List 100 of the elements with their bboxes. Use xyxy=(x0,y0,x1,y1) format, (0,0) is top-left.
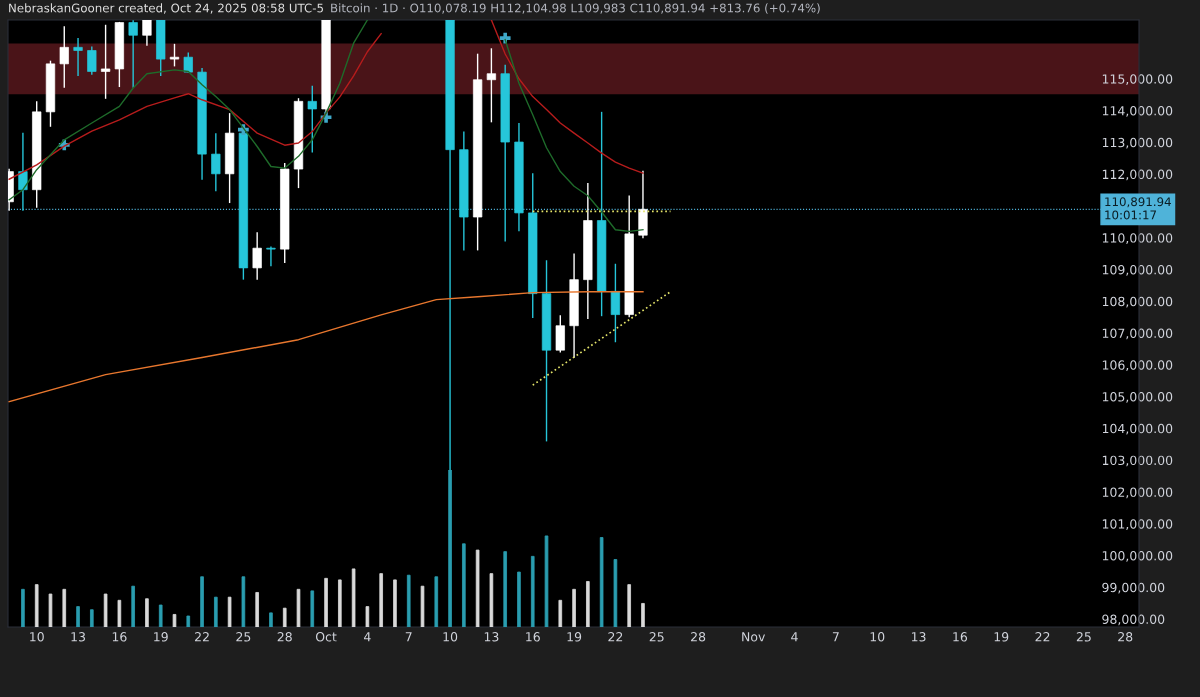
y-tick-label: 114,000.00 xyxy=(1102,106,1173,117)
bar xyxy=(227,596,232,627)
x-tick-label: 22 xyxy=(1035,632,1050,642)
candlestick xyxy=(169,43,180,68)
y-tick-label: 109,000.00 xyxy=(1102,264,1173,276)
bar xyxy=(324,577,328,627)
x-tick-label: 4 xyxy=(364,632,371,642)
x-tick-label: 25 xyxy=(236,632,251,642)
y-tick-label: 103,000.00 xyxy=(1102,455,1173,467)
y-tick-label: 104,000.00 xyxy=(1102,423,1173,435)
bar xyxy=(365,606,370,627)
bar xyxy=(131,585,135,627)
x-tick-label: 7 xyxy=(405,632,412,642)
candlestick xyxy=(87,45,97,76)
y-tick-label: 115,000.00 xyxy=(1102,74,1173,85)
bar xyxy=(475,549,480,627)
bar xyxy=(21,588,25,627)
y-tick-label: 99,000.00 xyxy=(1102,582,1165,594)
bar xyxy=(351,568,356,627)
x-tick-label: 25 xyxy=(1076,632,1091,642)
bar xyxy=(558,599,563,627)
y-tick-label: 113,000.00 xyxy=(1102,137,1173,149)
x-tick-label: 19 xyxy=(154,632,168,642)
candlestick xyxy=(307,85,317,154)
bar xyxy=(338,579,342,627)
bar xyxy=(517,571,521,627)
candlestick xyxy=(252,231,262,281)
x-tick-label: 10 xyxy=(870,632,885,642)
bar xyxy=(379,573,383,627)
bar xyxy=(269,612,273,627)
x-tick-label: 28 xyxy=(1118,632,1133,642)
x-tick-label: Nov xyxy=(742,632,766,642)
bar xyxy=(90,609,94,627)
y-tick-label: 108,000.00 xyxy=(1102,296,1173,308)
bar xyxy=(462,543,466,627)
x-tick-label: 22 xyxy=(195,632,209,642)
candlestick xyxy=(142,20,152,47)
ref-line-label: 110,891.94 10:01:17 xyxy=(1105,197,1171,220)
bar xyxy=(393,579,397,627)
x-tick-label: 19 xyxy=(994,632,1009,642)
y-tick-label: 98,000.00 xyxy=(1102,614,1165,626)
bar xyxy=(282,607,287,627)
x-tick-label: 13 xyxy=(911,632,926,642)
bar xyxy=(489,573,494,627)
bar xyxy=(62,588,67,627)
bar xyxy=(296,588,301,627)
x-tick-label: 28 xyxy=(691,632,706,642)
y-tick-label: 105,000.00 xyxy=(1102,392,1173,403)
bar xyxy=(255,592,259,627)
bar xyxy=(406,574,411,627)
x-tick-label: 16 xyxy=(112,632,127,642)
bar xyxy=(158,604,163,627)
bar xyxy=(186,615,191,627)
text: NebraskanGooner created, Oct 24, 2025 08:58 UTC-5 xyxy=(9,3,323,14)
bar xyxy=(172,614,177,627)
y-tick-label: 100,000.00 xyxy=(1102,550,1173,562)
candlestick xyxy=(59,25,69,89)
x-tick-label: 13 xyxy=(484,632,499,642)
bar xyxy=(76,606,80,627)
chart-title: Bitcoin · 1D · O110,078.19 H112,104.98 L109,983 C110,891.94 +813.76 (+0.74%) xyxy=(331,3,820,14)
x-tick-label: 22 xyxy=(608,632,623,642)
bar xyxy=(241,576,246,627)
bar xyxy=(627,584,631,627)
x-tick-label: 16 xyxy=(953,632,968,642)
x-tick-label: 25 xyxy=(649,632,664,642)
candlestick xyxy=(211,132,221,192)
x-tick-label: 13 xyxy=(71,632,85,642)
y-tick-label: 101,000.00 xyxy=(1102,519,1173,530)
y-tick-label: 112,000.00 xyxy=(1102,169,1173,181)
bar xyxy=(34,584,39,627)
bar xyxy=(434,576,439,627)
line-series xyxy=(8,291,644,403)
bar xyxy=(310,590,315,627)
x-tick-label: 4 xyxy=(791,632,798,642)
x-tick-label: 16 xyxy=(526,632,540,642)
bar xyxy=(572,588,576,627)
bar xyxy=(599,537,604,627)
x-tick-label: 28 xyxy=(277,632,292,642)
bar xyxy=(544,535,549,627)
bar xyxy=(117,599,122,627)
x-tick-label: 19 xyxy=(567,632,582,642)
candlestick xyxy=(266,245,276,267)
candlestick xyxy=(18,132,28,212)
y-tick-label: 102,000.00 xyxy=(1102,487,1173,499)
candlestick xyxy=(73,37,83,77)
candlestick xyxy=(128,20,138,89)
x-tick-label: 7 xyxy=(832,632,839,642)
bar xyxy=(448,470,452,627)
bar xyxy=(200,576,204,627)
bar xyxy=(103,593,108,627)
candlestick xyxy=(610,263,621,343)
bar xyxy=(586,581,590,627)
bar xyxy=(641,603,645,627)
candlestick xyxy=(100,24,111,100)
bar xyxy=(145,598,149,627)
bar xyxy=(48,593,53,627)
bar xyxy=(503,551,507,627)
y-tick-label: 106,000.00 xyxy=(1102,360,1173,372)
y-tick-label: 110,000.00 xyxy=(1102,233,1173,244)
x-tick-label: 10 xyxy=(443,632,458,642)
